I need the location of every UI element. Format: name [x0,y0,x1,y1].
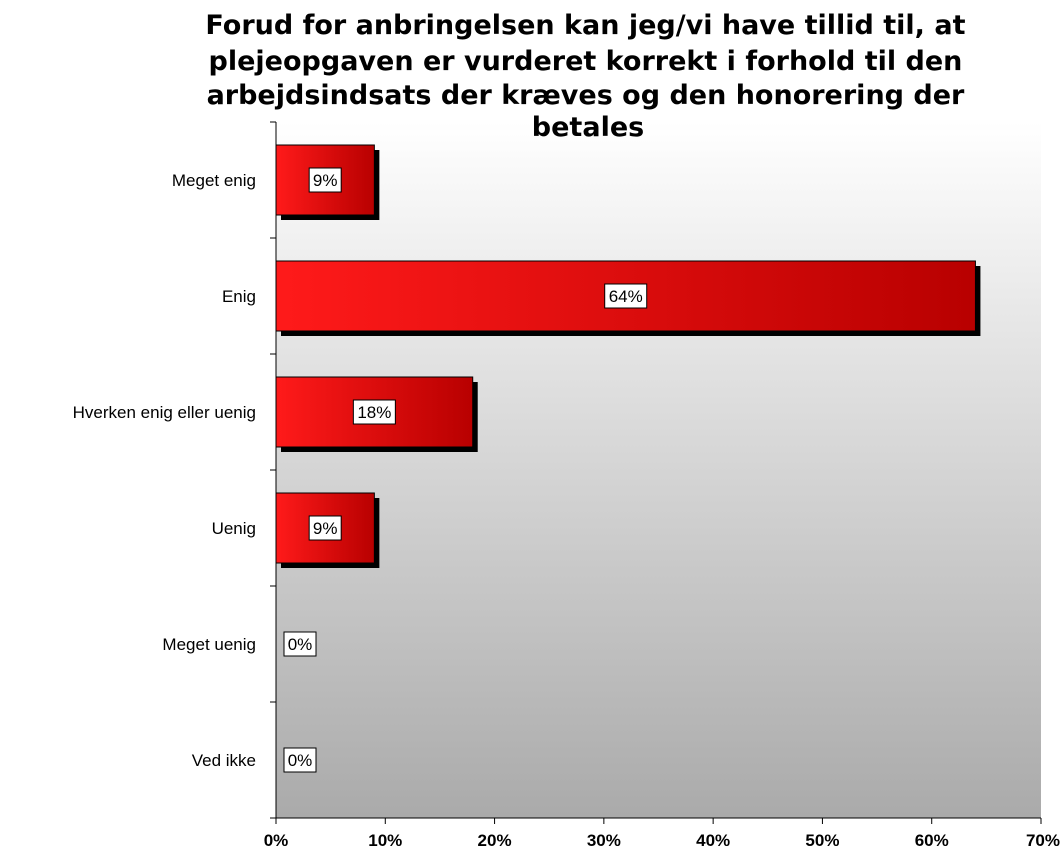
x-tick-label: 20% [478,831,512,850]
data-label-box [283,747,317,773]
data-label: 9% [308,167,342,193]
bars-group: 9% 64% 18% 9% 0% 0% [275,144,981,773]
category-label: Hverken enig eller uenig [73,403,256,422]
category-label: Enig [222,287,256,306]
x-tick-label: 0% [264,831,289,850]
plot-area-background [276,122,1041,818]
x-tick-label: 50% [805,831,839,850]
data-label-box [308,515,342,541]
x-tick-label: 30% [587,831,621,850]
data-label: 0% [283,747,317,773]
category-label: Ved ikke [192,751,256,770]
category-label: Meget uenig [162,635,256,654]
category-label: Meget enig [172,171,256,190]
chart-title: Forud for anbringelsen kan jeg/vi have t… [205,10,970,143]
data-label-box [308,167,342,193]
chart-title-line: arbejdsindsats der kræves og den honorer… [207,80,965,111]
data-label: 9% [308,515,342,541]
x-tick-label: 10% [368,831,402,850]
x-tick-label: 40% [696,831,730,850]
data-label-text: 0% [288,635,313,654]
data-label-box [283,631,317,657]
x-tick-label: 60% [915,831,949,850]
x-tick-label: 70% [1026,831,1060,850]
data-label: 64% [604,283,648,309]
data-label-text: 9% [313,171,338,190]
data-label-text: 9% [313,519,338,538]
chart-title-line: betales [532,112,644,143]
data-label-text: 64% [609,287,643,306]
data-label-text: 0% [288,751,313,770]
data-label: 18% [352,399,396,425]
data-label-box [604,283,648,309]
data-label-box [352,399,396,425]
data-label: 0% [283,631,317,657]
data-label-text: 18% [357,403,391,422]
chart-title-line: Forud for anbringelsen kan jeg/vi have t… [205,10,965,41]
x-axis: 0% 10% 20% 30% 40% 50% 60% 70% [264,817,1060,850]
y-axis: Meget enig Enig Hverken enig eller uenig Ue… [73,121,277,819]
category-label: Uenig [212,519,256,538]
chart-title-line: plejeopgaven er vurderet korrekt i forho… [209,46,963,77]
